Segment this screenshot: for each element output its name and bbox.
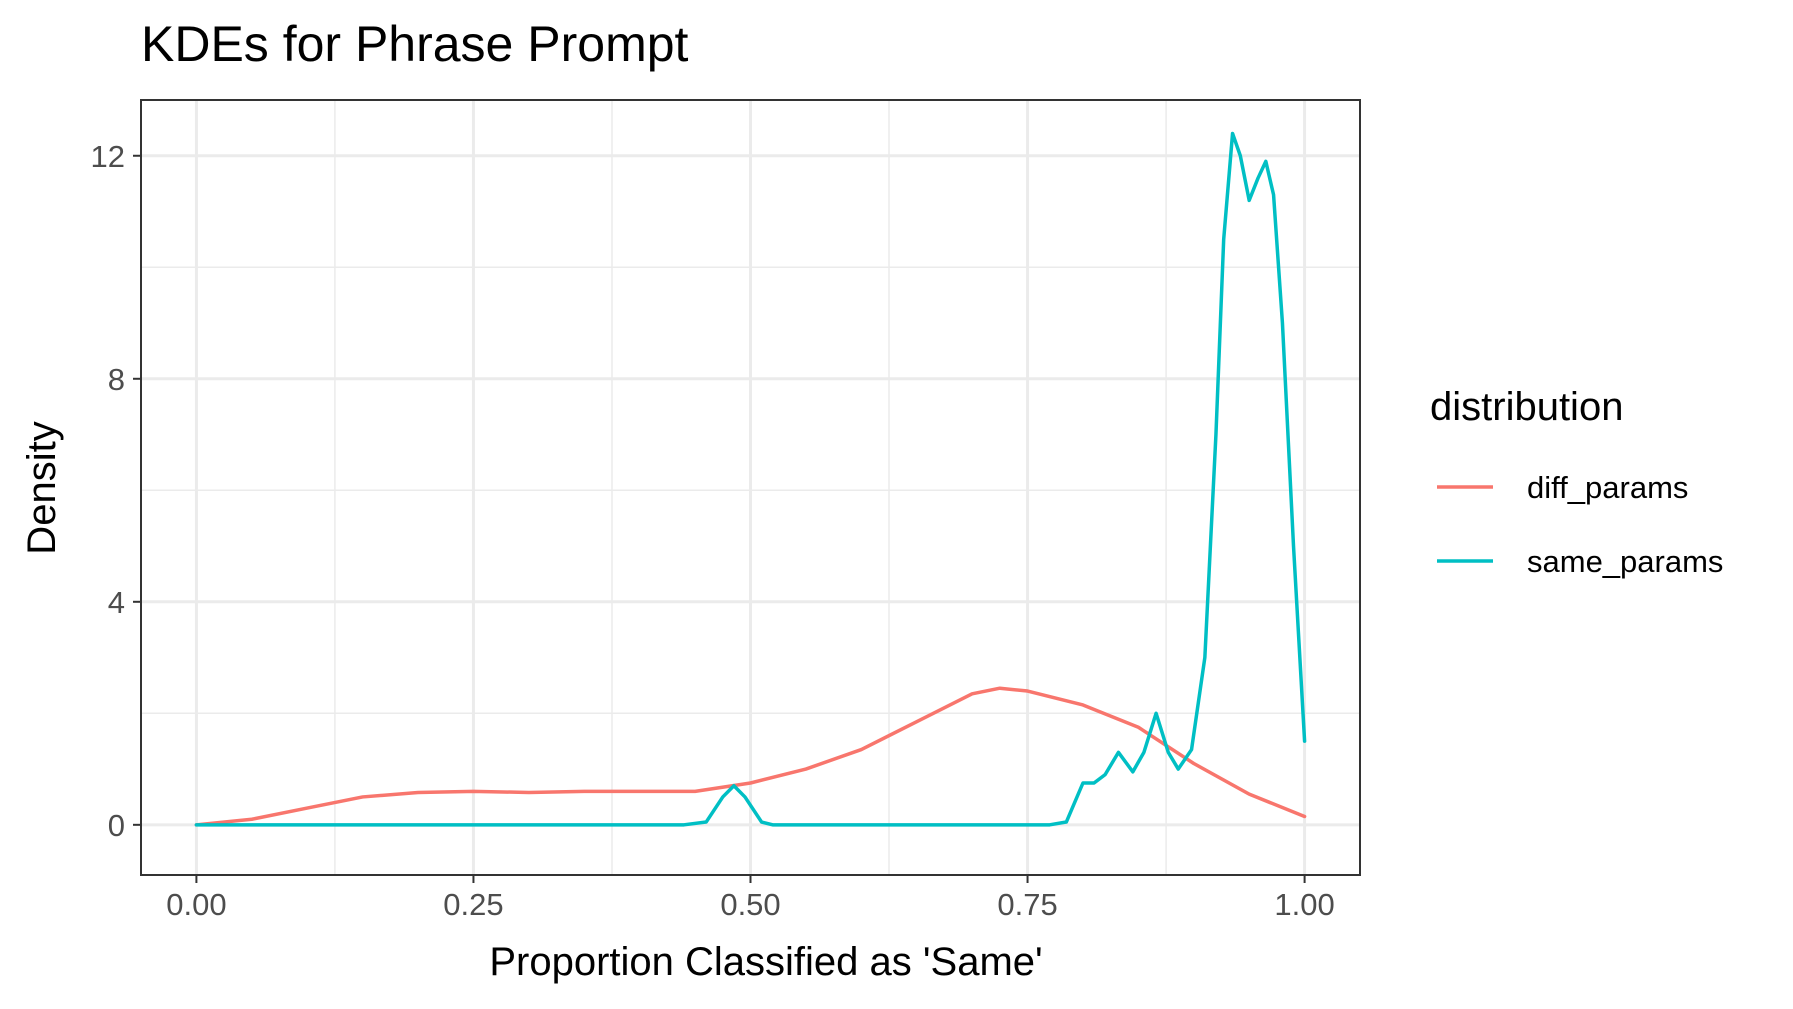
y-tick-label: 4: [108, 585, 125, 620]
x-tick-label: 0.00: [166, 887, 226, 922]
legend-label-diff-params: diff_params: [1527, 470, 1688, 505]
y-axis-title: Density: [20, 421, 64, 554]
legend-label-same-params: same_params: [1527, 544, 1723, 579]
x-tick-label: 1.00: [1274, 887, 1334, 922]
y-tick-label: 12: [91, 139, 125, 174]
legend-title: distribution: [1430, 385, 1623, 429]
y-axis-ticks: 0 4 8 12: [91, 139, 141, 843]
y-tick-label: 0: [108, 808, 125, 843]
legend: distribution diff_params same_params: [1430, 385, 1723, 579]
plot-panel: [140, 99, 1361, 876]
chart-title: KDEs for Phrase Prompt: [141, 16, 689, 72]
series-line-diff-params: [194, 686, 1307, 827]
x-tick-label: 0.25: [443, 887, 503, 922]
y-tick-label: 8: [108, 362, 125, 397]
x-tick-label: 0.75: [997, 887, 1057, 922]
x-axis-title: Proportion Classified as 'Same': [489, 940, 1042, 984]
series-line-same-params: [194, 131, 1307, 827]
x-tick-label: 0.50: [720, 887, 780, 922]
x-axis-ticks: 0.00 0.25 0.50 0.75 1.00: [166, 875, 1335, 922]
